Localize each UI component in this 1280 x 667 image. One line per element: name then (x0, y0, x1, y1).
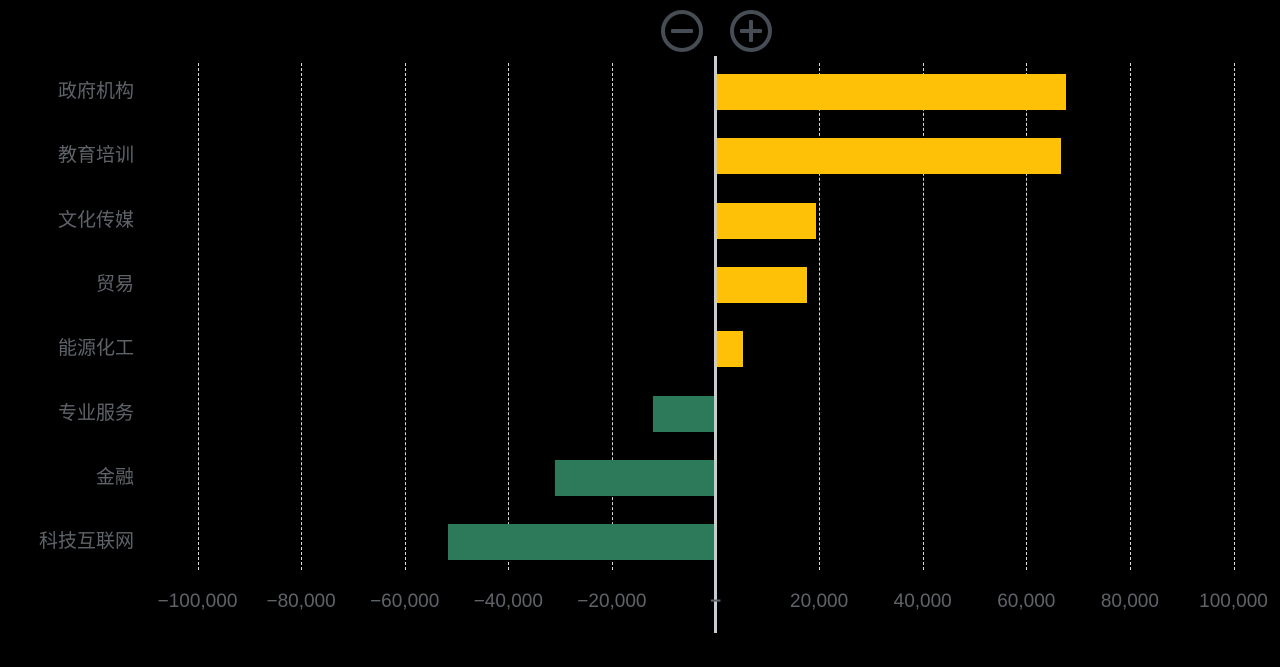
gridline (922, 63, 924, 570)
x-tick-label: −80,000 (266, 591, 336, 612)
bar-5[interactable] (717, 331, 744, 368)
gridline (1026, 63, 1028, 570)
x-tick-label: 60,000 (997, 591, 1056, 612)
x-tick-label: −20,000 (577, 591, 647, 612)
bar-4[interactable] (717, 267, 808, 304)
category-label: 政府机构 (57, 81, 134, 103)
x-tick-label-zero: − (709, 591, 722, 612)
x-tick-label: −60,000 (370, 591, 440, 612)
minus-icon (665, 14, 699, 48)
zero-axis-line (714, 56, 717, 633)
gridline (508, 63, 510, 570)
category-label: 专业服务 (57, 402, 134, 424)
gridline (819, 63, 821, 570)
gridline (197, 63, 199, 570)
gridline (404, 63, 406, 570)
bar-1[interactable] (717, 74, 1066, 111)
plus-icon (734, 14, 768, 48)
bar-6[interactable] (652, 395, 714, 432)
gridline (1129, 63, 1131, 570)
category-label: 文化传媒 (57, 209, 134, 231)
bar-3[interactable] (717, 202, 816, 239)
x-tick-label: 80,000 (1100, 591, 1159, 612)
bar-2[interactable] (717, 138, 1062, 175)
category-label: 科技互联网 (38, 531, 134, 553)
gridline (301, 63, 303, 570)
x-tick-label: −40,000 (473, 591, 543, 612)
gridline (1233, 63, 1235, 570)
category-label: 金融 (95, 466, 134, 488)
category-label: 贸易 (95, 274, 134, 296)
x-tick-label: 20,000 (790, 591, 849, 612)
zoom-in-button[interactable] (730, 10, 772, 52)
bar-8[interactable] (448, 524, 714, 561)
category-label: 能源化工 (57, 338, 134, 360)
zoom-out-button[interactable] (661, 10, 703, 52)
x-tick-label: 100,000 (1199, 591, 1268, 612)
category-label: 教育培训 (57, 145, 134, 167)
x-tick-label: −100,000 (157, 591, 238, 612)
x-tick-label: 40,000 (893, 591, 952, 612)
gridline (611, 63, 613, 570)
bar-7[interactable] (554, 459, 714, 496)
